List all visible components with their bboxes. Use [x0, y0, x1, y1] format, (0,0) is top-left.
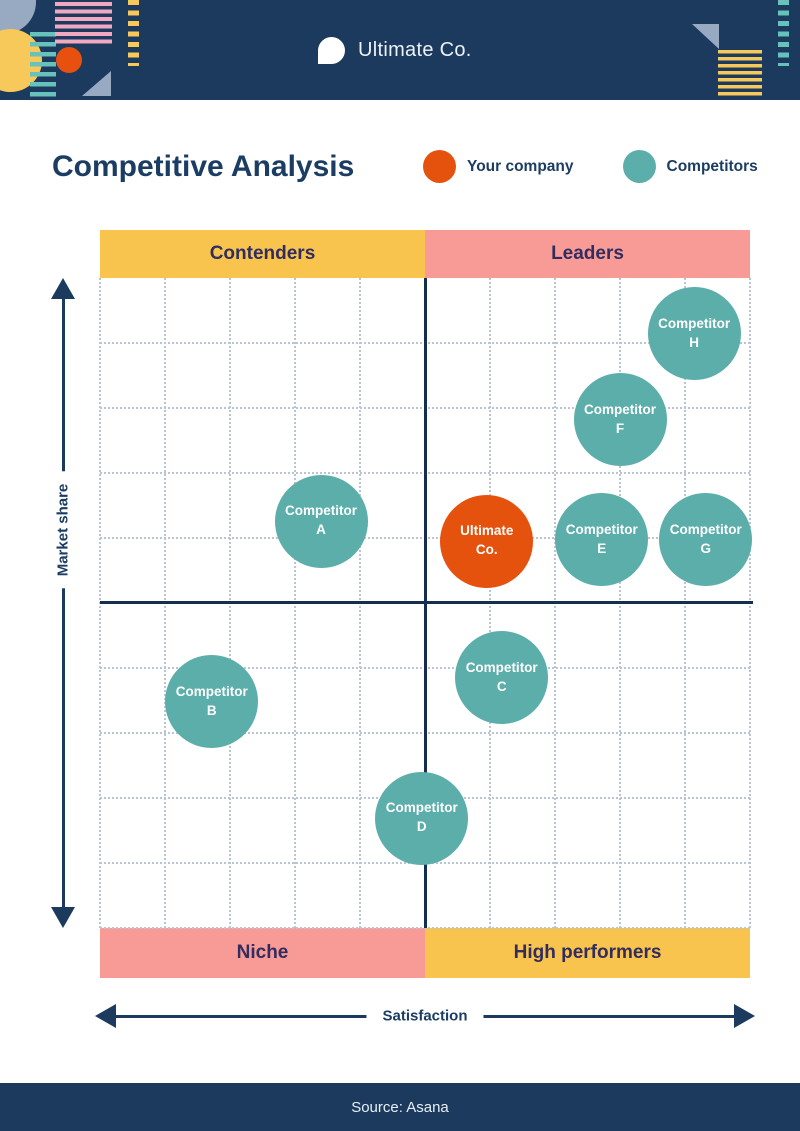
- header-bar: Ultimate Co.: [0, 0, 800, 100]
- horizontal-axis-line: [100, 600, 753, 604]
- decor-teal-stripes: [30, 32, 56, 100]
- arrow-up-icon: [51, 278, 75, 299]
- logo: Ultimate Co.: [318, 0, 472, 100]
- decor-triangle-left: [82, 71, 111, 96]
- quadrant-label-niche: Niche: [100, 928, 425, 978]
- y-axis-label: Market share: [54, 471, 72, 589]
- competitors-dot-icon: [622, 150, 656, 183]
- your-company-dot-icon: [423, 150, 456, 183]
- arrow-right-icon: [734, 1004, 755, 1028]
- decor-orange-circle: [56, 47, 82, 73]
- bubble-competitor-h: Competitor H: [647, 287, 741, 381]
- legend-label-competitors: Competitors: [666, 157, 758, 175]
- bubble-competitor-a: Competitor A: [274, 474, 368, 568]
- decor-yellow-stripes-right: [718, 50, 762, 98]
- gridline-horizontal: [100, 927, 750, 929]
- decor-pink-stripes: [55, 2, 112, 45]
- bubble-competitor-g: Competitor G: [659, 493, 753, 587]
- bubble-competitor-c: Competitor C: [455, 631, 549, 725]
- x-axis-label: Satisfaction: [366, 1007, 484, 1025]
- bubble-competitor-b: Competitor B: [165, 655, 259, 749]
- footer-bar: Source: Asana: [0, 1083, 800, 1131]
- bubble-competitor-d: Competitor D: [375, 771, 469, 865]
- legend: Your company Competitors: [423, 150, 758, 183]
- legend-label-your-company: Your company: [467, 157, 574, 175]
- legend-item-your-company: Your company: [423, 150, 574, 183]
- quadrant-label-leaders: Leaders: [425, 230, 750, 278]
- bubble-competitor-e: Competitor E: [555, 493, 649, 587]
- source-text: Source: Asana: [351, 1098, 449, 1116]
- arrow-down-icon: [51, 907, 75, 928]
- logo-text: Ultimate Co.: [358, 38, 472, 61]
- quadrant-band-bottom: Niche High performers: [100, 928, 750, 978]
- decor-teal-dashes-right: [778, 0, 789, 66]
- speech-bubble-icon: [318, 36, 345, 64]
- legend-item-competitors: Competitors: [622, 150, 758, 183]
- bubble-ultimate-co: Ultimate Co.: [440, 494, 534, 588]
- decor-yellow-dashes: [128, 0, 139, 66]
- quadrant-band-top: Contenders Leaders: [100, 230, 750, 278]
- y-axis-arrow-line: [61, 292, 65, 914]
- x-axis-arrow: Satisfaction: [95, 1002, 755, 1030]
- page-title: Competitive Analysis: [52, 150, 355, 183]
- decor-triangle-right: [692, 24, 719, 49]
- y-axis-arrow: Market share: [49, 278, 77, 928]
- quadrant-label-high-performers: High performers: [425, 928, 750, 978]
- quadrant-label-contenders: Contenders: [100, 230, 425, 278]
- bubble-competitor-f: Competitor F: [573, 373, 667, 467]
- arrow-left-icon: [95, 1004, 116, 1028]
- plot-area: Ultimate Co. Competitor A Competitor B Competi…: [99, 278, 753, 929]
